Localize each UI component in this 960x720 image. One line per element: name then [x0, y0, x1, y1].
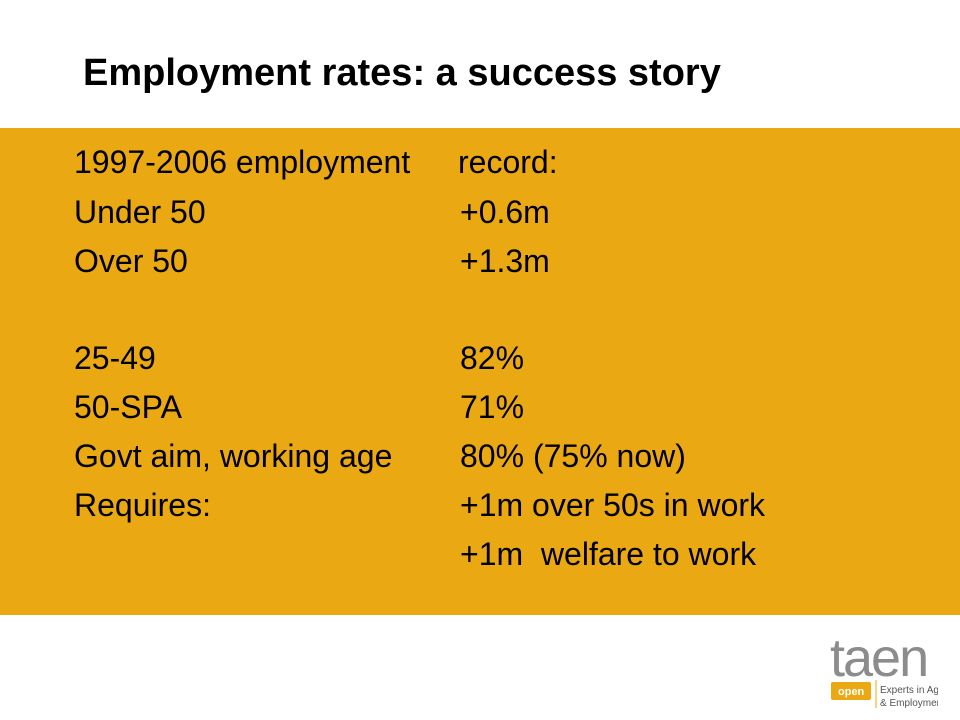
logo-tagline-1: Experts in Age [880, 685, 938, 696]
under-50-value: +0.6m [460, 194, 550, 230]
content-band: 1997-2006 employment record: Under 50 +0… [0, 128, 960, 615]
age-50-spa-label: 50-SPA [74, 389, 182, 425]
requires-row: Requires: +1m over 50s in work [0, 487, 960, 531]
record-heading-value: record: [458, 144, 558, 180]
under-50-row: Under 50 +0.6m [0, 194, 960, 238]
open-tag-box [831, 682, 871, 700]
age-25-49-row: 25-49 82% [0, 340, 960, 384]
age-25-49-value: 82% [460, 340, 525, 376]
age-25-49-label: 25-49 [74, 340, 156, 376]
age-50-spa-value: 71% [460, 389, 525, 425]
govt-aim-label: Govt aim, working age [74, 438, 393, 474]
over-50-row: Over 50 +1.3m [0, 243, 960, 287]
under-50-label: Under 50 [74, 194, 206, 230]
requires-label: Requires: [74, 487, 211, 523]
record-heading-label: 1997-2006 employment [74, 144, 411, 180]
welfare-value: +1m welfare to work [460, 536, 757, 572]
taen-wordmark: taen [830, 628, 927, 688]
govt-aim-row: Govt aim, working age 80% (75% now) [0, 438, 960, 482]
open-tag-text: open [838, 686, 865, 698]
govt-aim-value: 80% (75% now) [460, 438, 686, 474]
band-background [0, 128, 960, 615]
record-heading-row: 1997-2006 employment record: [0, 144, 960, 188]
over-50-value: +1.3m [460, 243, 550, 279]
taen-logo-graphic: taen open Experts in Age & Employment [830, 628, 945, 709]
logo-tagline-2: & Employment [880, 698, 938, 709]
over-50-label: Over 50 [74, 243, 188, 279]
requires-value: +1m over 50s in work [460, 487, 766, 523]
slide-title: Employment rates: a success story [83, 52, 721, 94]
taen-logo: taen open Experts in Age & Employment [828, 628, 945, 712]
age-50-spa-row: 50-SPA 71% [0, 389, 960, 433]
welfare-row: +1m welfare to work [0, 536, 960, 580]
